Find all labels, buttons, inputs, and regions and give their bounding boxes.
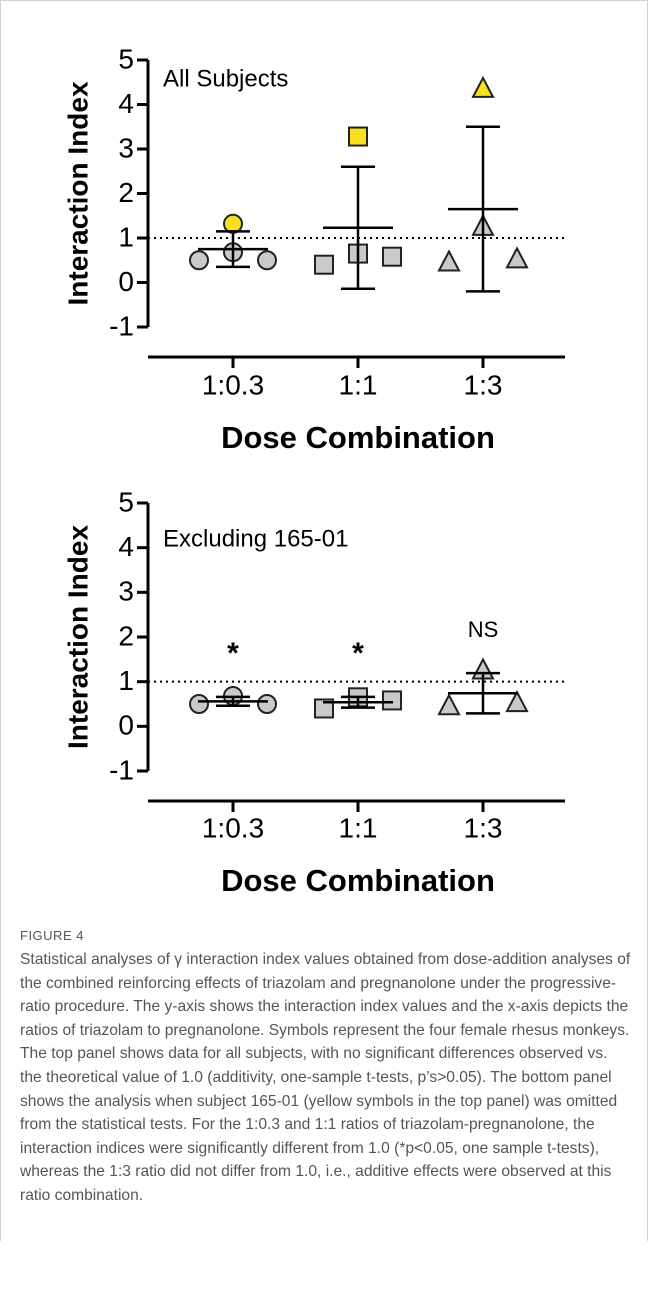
annotation: Excluding 165-01 [163,525,348,552]
x-tick-label: 1:3 [464,812,503,843]
x-axis-label: Dose Combination [221,863,495,898]
y-tick-label: -1 [109,754,134,785]
y-tick-label: -1 [109,310,134,341]
x-tick-label: 1:1 [339,369,378,400]
chart-bottom: -1 0 1 2 3 4 5 Interaction Index Dose Combinatio… [62,486,565,898]
x-tick-label: 1:3 [464,369,503,400]
x-tick-label: 1:1 [339,812,378,843]
y-tick-label: 3 [118,132,134,163]
significance-label: NS [468,617,499,642]
point [314,698,334,719]
y-axis-label: Interaction Index [62,525,93,749]
point [257,250,277,271]
y-tick-label: 0 [118,710,134,741]
y-tick-label: 4 [118,531,134,562]
point [505,689,529,713]
point [223,213,243,234]
chart-top: -1 0 1 2 3 4 5 Interaction Index Dose Combinatio… [62,43,565,455]
point [348,126,368,147]
y-tick-label: 1 [118,665,134,696]
y-tick-label: 5 [118,486,134,517]
y-tick-label: 1 [118,221,134,252]
point [189,250,209,271]
annotation: All Subjects [163,65,288,92]
y-tick-label: 3 [118,576,134,607]
significance-label: * [352,637,364,670]
x-tick-label: 1:0.3 [202,369,264,400]
x-axis-label: Dose Combination [221,420,495,455]
point [382,690,402,711]
point [257,694,277,714]
point [471,75,495,98]
y-tick-label: 0 [118,266,134,297]
x-tick-label: 1:0.3 [202,812,264,843]
y-tick-label: 5 [118,43,134,74]
point [437,693,461,716]
caption-text: Statistical analyses of γ interaction in… [20,951,631,1204]
y-tick-label: 2 [118,620,134,651]
point [314,254,334,275]
point [437,249,461,272]
y-tick-label: 2 [118,177,134,208]
point [382,246,402,267]
caption-label: FIGURE 4 [20,928,84,943]
y-axis-label: Interaction Index [62,81,93,305]
y-tick-label: 4 [118,88,134,119]
point [189,694,209,714]
significance-label: * [227,637,239,670]
point [505,246,529,269]
